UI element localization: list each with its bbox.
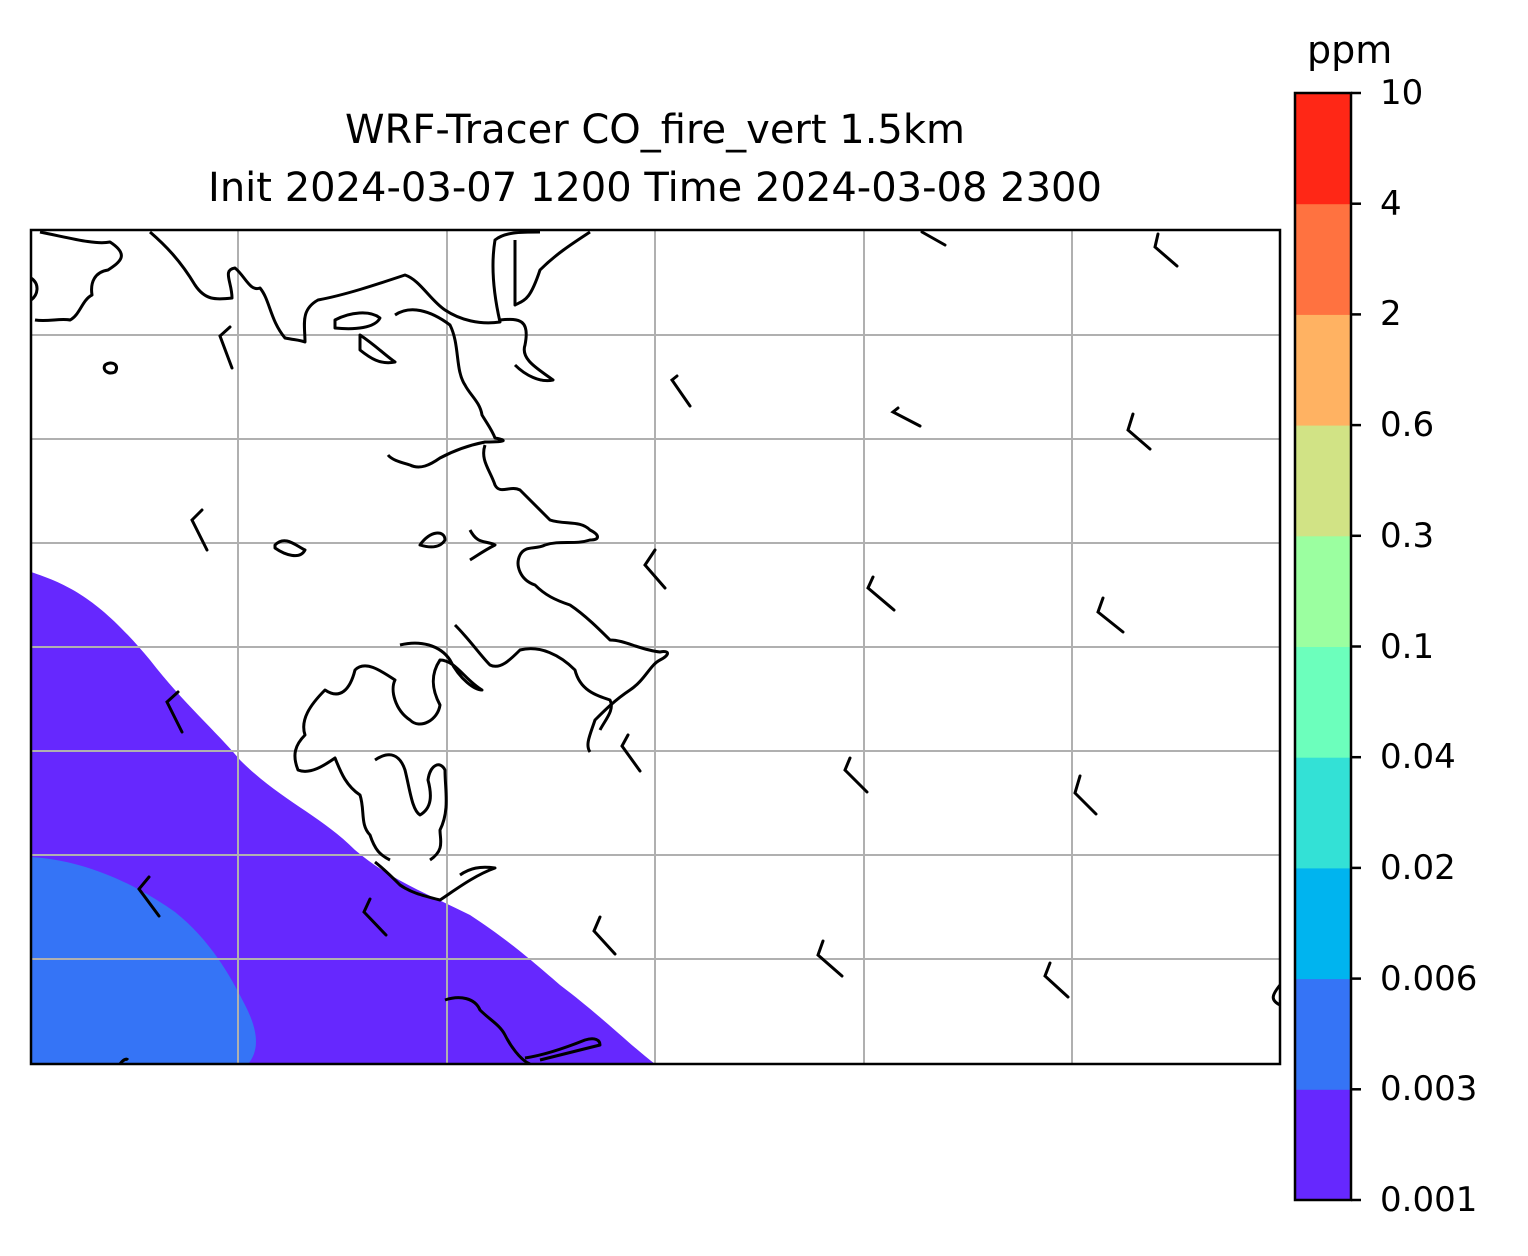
colorbar-unit-label: ppm: [1307, 28, 1393, 72]
contour-fill-0.003-0.006: [31, 857, 256, 1064]
colorbar-tick-label: 0.006: [1380, 958, 1478, 999]
colorbar-bin: [1295, 867, 1351, 980]
gridlines: [31, 230, 1280, 1064]
colorbar-bin: [1295, 535, 1351, 647]
map-title-line-1: WRF-Tracer CO_fire_vert 1.5km: [344, 107, 966, 153]
map-title-line-2: Init 2024-03-07 1200 Time 2024-03-08 230…: [208, 165, 1102, 211]
colorbar-tick-label: 4: [1380, 183, 1402, 224]
colorbar-tick-label: 2: [1380, 294, 1402, 335]
map-frame: [29, 228, 1282, 1066]
colorbar-tick-label: 0.001: [1380, 1180, 1478, 1220]
colorbar-tick-label: 0.1: [1380, 626, 1435, 667]
colorbar-bin: [1295, 1089, 1351, 1201]
colorbar-tick-label: 10: [1380, 73, 1424, 113]
colorbar-bin: [1295, 314, 1351, 426]
colorbar-bin: [1295, 425, 1351, 537]
colorbar-tick-label: 0.003: [1380, 1069, 1478, 1110]
colorbar-tick-label: 0.04: [1380, 737, 1456, 778]
colorbar-bin: [1295, 93, 1351, 205]
colorbar-bin: [1295, 646, 1351, 758]
plot-area: [31, 230, 1280, 1064]
colorbar-bin: [1295, 757, 1351, 869]
colorbar-tick-label: 0.3: [1380, 515, 1435, 556]
colorbar-tick-label: 0.02: [1380, 847, 1456, 888]
wind-barbs: [137, 230, 1179, 999]
colorbar: [1295, 93, 1351, 1201]
colorbar-bin: [1295, 203, 1351, 315]
colorbar-tick-label: 0.6: [1380, 405, 1435, 446]
coastlines: [31, 230, 1280, 1064]
colorbar-ticks: [1351, 91, 1361, 1202]
colorbar-bin: [1295, 978, 1351, 1090]
